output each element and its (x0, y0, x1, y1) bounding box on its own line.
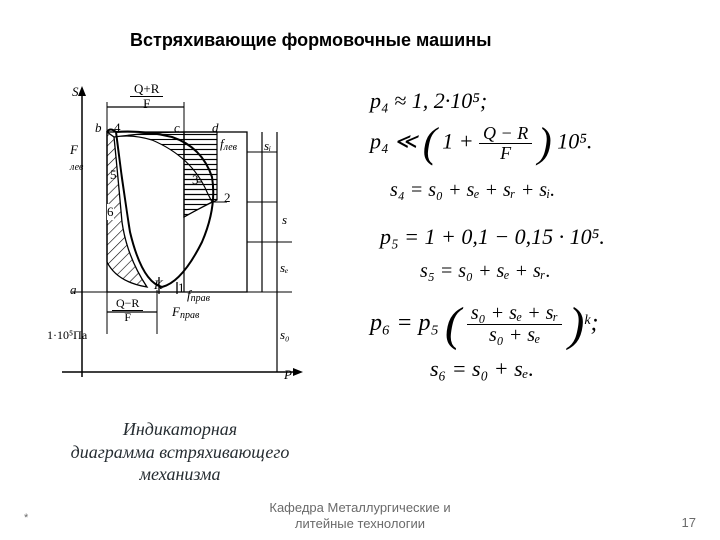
axis-s-label: S (72, 84, 79, 100)
bot-frac-den: F (112, 311, 143, 324)
eq-p4a: p₄ ≈ 1, 2·10⁵; (370, 88, 690, 114)
label-F-prav: F (172, 304, 180, 319)
label-F-lev: F (70, 142, 78, 157)
label-s: s (282, 212, 287, 228)
page-number: 17 (682, 515, 696, 530)
label-1e5Pa: 1·10⁵Па (47, 328, 87, 343)
footer-star: * (24, 512, 28, 524)
label-4: 4 (114, 120, 121, 136)
axis-p-label: P (284, 367, 292, 383)
label-s-i: sᵢ (264, 138, 271, 154)
label-F-prav-sub: прав (180, 310, 199, 321)
eq-p4b-tail: 10⁵. (557, 128, 592, 153)
eq-p5: p₅ = 1 + 0,1 − 0,15 · 10⁵. (380, 224, 690, 250)
eq-p4b-inner: 1 + (442, 128, 473, 153)
footer-department: Кафедра Металлургические и литейные техн… (269, 500, 450, 533)
label-f-prav-sub: прав (191, 293, 210, 304)
equations-block: p₄ ≈ 1, 2·10⁵; p₄ ≪ ( 1 + Q − R F ) 10⁵.… (370, 88, 690, 392)
footer-line1: Кафедра Металлургические и (269, 500, 450, 515)
label-F-lev-sub: лев (70, 162, 83, 173)
bot-frac-num: Q−R (112, 297, 143, 311)
eq-s6: s₆ = s₀ + sₑ. (430, 356, 690, 382)
label-6: 6 (107, 204, 114, 220)
eq-p4b-lead: p₄ ≪ (370, 128, 417, 153)
label-f-lev-sub: лев (224, 142, 237, 153)
eq-p6-num: s₀ + sₑ + sᵣ (467, 303, 562, 325)
eq-p6-lead: p₆ = p₅ (370, 310, 439, 336)
top-frac-num: Q+R (130, 82, 163, 97)
eq-p4b-den: F (479, 144, 532, 163)
label-K: K (154, 277, 163, 293)
label-d: d (212, 120, 219, 136)
eq-s4: s₄ = s₀ + sₑ + sᵣ + sᵢ. (390, 179, 690, 202)
slide-title: Встряхивающие формовочные машины (130, 30, 491, 51)
label-1: 1 (178, 280, 185, 296)
eq-p6-den: s₀ + sₑ (467, 325, 562, 346)
indicator-diagram: S P Q+R F b 4 c d fлев F лев 5 6 3 2 sᵢ … (52, 82, 307, 402)
eq-p6-tail: ; (591, 310, 599, 336)
label-s-0: s₀ (280, 327, 290, 343)
diagram-caption: Индикаторная диаграмма встряхивающего ме… (60, 418, 300, 486)
caption-line1: Индикаторная (123, 419, 237, 439)
label-b: b (95, 120, 102, 136)
label-s-e: sₑ (280, 260, 288, 276)
eq-s5: s₅ = s₀ + sₑ + sᵣ. (420, 260, 690, 283)
label-a: a (70, 282, 77, 298)
label-3: 3 (192, 172, 199, 188)
caption-line2: диаграмма встряхивающего (71, 442, 290, 462)
footer-line2: литейные технологии (295, 516, 425, 531)
top-frac-den: F (130, 97, 163, 111)
label-5: 5 (110, 167, 117, 183)
label-c: c (174, 120, 180, 136)
label-2: 2 (224, 190, 231, 206)
eq-p4b-num: Q − R (479, 124, 532, 144)
caption-line3: механизма (140, 464, 221, 484)
